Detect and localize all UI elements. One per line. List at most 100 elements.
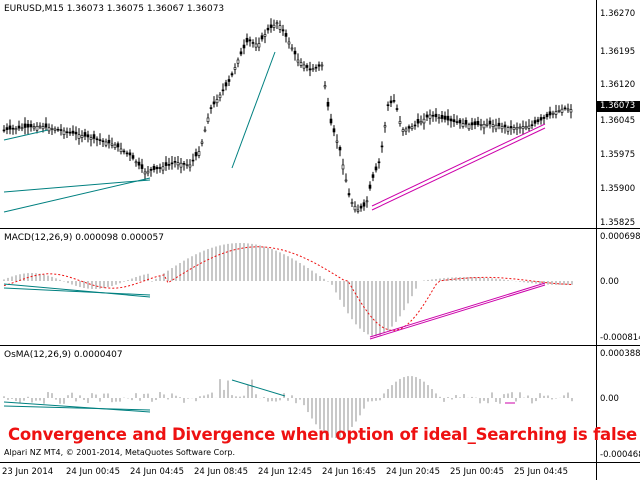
- osma-pane[interactable]: OsMA(12,26,9) 0.0000407: [0, 346, 596, 462]
- candle-body: [446, 115, 450, 121]
- candle-body: [182, 163, 186, 165]
- candle-body: [458, 119, 462, 124]
- candle-body: [479, 124, 483, 126]
- candle-body: [530, 124, 534, 126]
- candle-body: [461, 123, 465, 127]
- candle-body: [509, 126, 513, 129]
- candle-body: [410, 126, 414, 129]
- candle-body: [68, 131, 72, 134]
- pane-separator[interactable]: [0, 228, 640, 229]
- candle-body: [419, 121, 423, 124]
- candle-body: [188, 164, 192, 168]
- macd-pane[interactable]: MACD(12,26,9) 0.000098 0.000057: [0, 229, 596, 345]
- candle-body: [122, 150, 126, 153]
- time-axis-label: 24 Jun 16:45: [322, 467, 376, 477]
- candle-body: [464, 120, 468, 125]
- candle-body: [137, 161, 141, 166]
- candle-body: [473, 121, 477, 126]
- candle-body: [482, 124, 486, 129]
- candle-body: [503, 124, 507, 128]
- bearish-divergence-line: [3, 283, 151, 298]
- candle-body: [488, 120, 492, 125]
- candle-body: [146, 170, 150, 174]
- pane-separator[interactable]: [0, 345, 640, 346]
- bearish-divergence-line: [231, 379, 286, 397]
- candle-body: [437, 117, 441, 119]
- candle-body: [284, 33, 288, 37]
- candle-body: [209, 107, 213, 109]
- macd-panel-title: MACD(12,26,9) 0.000098 0.000057: [4, 233, 164, 243]
- candle-body: [506, 127, 510, 132]
- candle-body: [275, 22, 279, 25]
- candle-body: [263, 34, 267, 37]
- macd-axis-label: 0.00: [600, 277, 619, 287]
- copyright-text: Alpari NZ MT4, © 2001-2014, MetaQuotes S…: [4, 448, 236, 457]
- time-axis-label: 24 Jun 08:45: [194, 467, 248, 477]
- candle-body: [26, 123, 30, 128]
- candle-body: [107, 139, 111, 144]
- candle-body: [455, 121, 459, 123]
- candle-body: [200, 141, 204, 144]
- candle-body: [413, 124, 417, 127]
- candle-body: [302, 64, 306, 69]
- candle-body: [332, 128, 336, 133]
- candle-body: [449, 118, 453, 122]
- candle-body: [383, 125, 387, 128]
- candle-body: [62, 130, 66, 135]
- candle-body: [23, 123, 27, 128]
- candle-body: [545, 113, 549, 118]
- candle-body: [218, 94, 222, 98]
- time-axis-line: [0, 462, 640, 463]
- candle-body: [398, 121, 402, 124]
- candle-body: [233, 67, 237, 70]
- candle-body: [305, 65, 309, 68]
- candle-body: [542, 116, 546, 119]
- price-chart-pane[interactable]: EURUSD,M15 1.36073 1.36075 1.36067 1.360…: [0, 0, 596, 228]
- bearish-divergence-line: [3, 405, 151, 411]
- candle-body: [77, 134, 81, 139]
- osma-axis-label: 0.0003889: [600, 349, 640, 359]
- candle-body: [149, 168, 153, 171]
- candle-body: [242, 44, 246, 49]
- candle-body: [164, 162, 168, 166]
- bearish-divergence-line: [3, 287, 151, 296]
- candle-body: [44, 123, 48, 128]
- candle-body: [491, 124, 495, 127]
- candle-body: [152, 165, 156, 170]
- candle-body: [83, 132, 87, 137]
- candle-body: [59, 129, 63, 131]
- candle-body: [347, 193, 351, 196]
- bearish-divergence-line: [3, 177, 151, 213]
- candle-body: [32, 126, 36, 129]
- candle-body: [254, 43, 258, 48]
- candle-body: [131, 155, 135, 159]
- osma-panel-title: OsMA(12,26,9) 0.0000407: [4, 350, 123, 360]
- time-axis-label: 23 Jun 2014: [2, 467, 54, 477]
- candle-body: [422, 118, 426, 124]
- candle-body: [566, 108, 570, 111]
- price-axis-label: 1.36045: [600, 116, 636, 126]
- candle-body: [521, 126, 525, 130]
- candle-body: [440, 114, 444, 119]
- candle-body: [389, 100, 393, 104]
- candle-body: [350, 202, 354, 204]
- candle-body: [287, 41, 291, 45]
- bullish-divergence-line: [369, 282, 546, 338]
- candle-body: [89, 137, 93, 140]
- macd-axis-label: -0.000814: [600, 333, 640, 343]
- candle-body: [497, 122, 501, 127]
- candle-body: [386, 104, 390, 107]
- candle-body: [308, 68, 312, 71]
- price-chart: [2, 18, 573, 214]
- candle-body: [353, 205, 357, 211]
- candle-body: [8, 125, 12, 130]
- candle-body: [281, 29, 285, 32]
- candle-body: [2, 129, 6, 132]
- candle-body: [20, 127, 24, 130]
- candle-body: [548, 111, 552, 116]
- candle-body: [320, 64, 324, 67]
- candle-body: [161, 166, 165, 171]
- candle-body: [470, 122, 474, 126]
- candle-body: [368, 184, 372, 189]
- candle-body: [194, 152, 198, 157]
